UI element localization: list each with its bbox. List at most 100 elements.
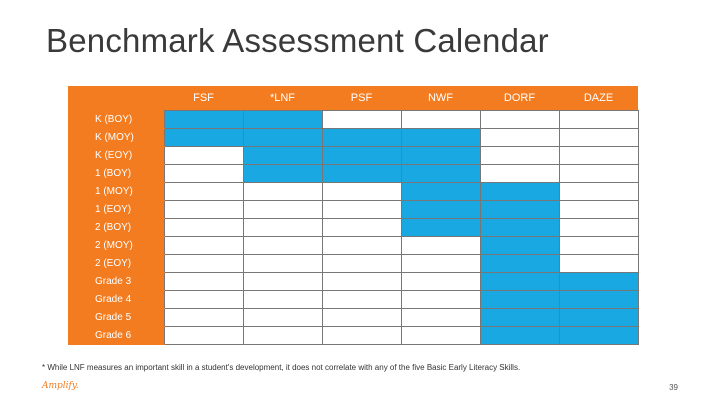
assessment-cell-empty bbox=[400, 272, 481, 291]
assessment-cell-active bbox=[242, 110, 323, 129]
assessment-cell-active bbox=[163, 110, 244, 129]
table-row: 2 (MOY) bbox=[68, 236, 639, 255]
assessment-cell-empty bbox=[321, 290, 402, 309]
assessment-cell-active bbox=[479, 236, 560, 255]
assessment-cell-empty bbox=[400, 326, 481, 345]
assessment-cell-empty bbox=[558, 236, 639, 255]
assessment-cell-empty bbox=[242, 200, 323, 219]
assessment-cell-empty bbox=[242, 182, 323, 201]
assessment-cell-active bbox=[479, 254, 560, 273]
assessment-cell-empty bbox=[242, 308, 323, 327]
column-header: DAZE bbox=[559, 86, 638, 111]
column-header: FSF bbox=[164, 86, 243, 111]
assessment-cell-active bbox=[479, 290, 560, 309]
assessment-cell-active bbox=[242, 146, 323, 165]
row-label: 1 (BOY) bbox=[68, 164, 165, 183]
assessment-cell-empty bbox=[400, 290, 481, 309]
assessment-cell-empty bbox=[558, 200, 639, 219]
assessment-cell-active bbox=[163, 128, 244, 147]
row-label: K (EOY) bbox=[68, 146, 165, 165]
table-row: K (EOY) bbox=[68, 146, 639, 165]
assessment-cell-active bbox=[400, 146, 481, 165]
assessment-cell-empty bbox=[242, 218, 323, 237]
assessment-cell-empty bbox=[558, 146, 639, 165]
column-header: NWF bbox=[401, 86, 480, 111]
row-label: 2 (BOY) bbox=[68, 218, 165, 237]
assessment-cell-active bbox=[558, 308, 639, 327]
assessment-cell-empty bbox=[163, 272, 244, 291]
assessment-cell-active bbox=[242, 164, 323, 183]
assessment-cell-active bbox=[400, 200, 481, 219]
assessment-cell-active bbox=[242, 128, 323, 147]
assessment-cell-empty bbox=[242, 272, 323, 291]
assessment-cell-empty bbox=[400, 236, 481, 255]
row-label: Grade 5 bbox=[68, 308, 165, 327]
row-label: K (BOY) bbox=[68, 110, 165, 129]
assessment-cell-empty bbox=[242, 254, 323, 273]
row-label: Grade 3 bbox=[68, 272, 165, 291]
table-row: K (BOY) bbox=[68, 110, 639, 129]
table-row: K (MOY) bbox=[68, 128, 639, 147]
table-row: 1 (BOY) bbox=[68, 164, 639, 183]
row-label: Grade 6 bbox=[68, 326, 165, 345]
table-body: K (BOY) K (MOY) K (EOY) 1 (BOY) 1 (MOY) 1 (EO… bbox=[68, 110, 639, 345]
assessment-cell-empty bbox=[558, 110, 639, 129]
benchmark-calendar-table: FSF *LNF PSF NWF DORF DAZE K (BOY) K (MOY) K (E… bbox=[68, 86, 639, 345]
column-header: DORF bbox=[480, 86, 559, 111]
assessment-cell-empty bbox=[479, 110, 560, 129]
table-row: 1 (MOY) bbox=[68, 182, 639, 201]
assessment-cell-empty bbox=[558, 254, 639, 273]
assessment-cell-empty bbox=[400, 110, 481, 129]
assessment-cell-empty bbox=[321, 200, 402, 219]
assessment-cell-empty bbox=[163, 182, 244, 201]
table-row: 2 (EOY) bbox=[68, 254, 639, 273]
assessment-cell-active bbox=[479, 308, 560, 327]
assessment-cell-empty bbox=[163, 164, 244, 183]
table-row: Grade 5 bbox=[68, 308, 639, 327]
assessment-cell-empty bbox=[163, 254, 244, 273]
row-label: 1 (MOY) bbox=[68, 182, 165, 201]
assessment-cell-empty bbox=[163, 200, 244, 219]
row-label: 2 (EOY) bbox=[68, 254, 165, 273]
footnote: * While LNF measures an important skill … bbox=[42, 363, 521, 372]
assessment-cell-empty bbox=[163, 308, 244, 327]
table-row: Grade 4 bbox=[68, 290, 639, 309]
assessment-cell-active bbox=[400, 218, 481, 237]
assessment-cell-active bbox=[479, 200, 560, 219]
row-label: Grade 4 bbox=[68, 290, 165, 309]
assessment-cell-empty bbox=[321, 182, 402, 201]
assessment-cell-empty bbox=[163, 326, 244, 345]
page-title: Benchmark Assessment Calendar bbox=[46, 22, 549, 59]
assessment-cell-empty bbox=[558, 218, 639, 237]
assessment-cell-empty bbox=[163, 236, 244, 255]
assessment-cell-empty bbox=[558, 128, 639, 147]
assessment-cell-empty bbox=[321, 110, 402, 129]
assessment-cell-empty bbox=[242, 236, 323, 255]
assessment-cell-empty bbox=[400, 308, 481, 327]
column-header: *LNF bbox=[243, 86, 322, 111]
assessment-cell-active bbox=[321, 146, 402, 165]
assessment-cell-empty bbox=[321, 218, 402, 237]
row-label: K (MOY) bbox=[68, 128, 165, 147]
table-row: 2 (BOY) bbox=[68, 218, 639, 237]
assessment-cell-empty bbox=[163, 146, 244, 165]
assessment-cell-active bbox=[479, 272, 560, 291]
assessment-cell-empty bbox=[400, 254, 481, 273]
assessment-cell-active bbox=[400, 182, 481, 201]
assessment-cell-empty bbox=[242, 326, 323, 345]
header-corner-cell bbox=[68, 86, 164, 111]
assessment-cell-empty bbox=[321, 272, 402, 291]
assessment-cell-empty bbox=[479, 164, 560, 183]
table-row: Grade 3 bbox=[68, 272, 639, 291]
assessment-cell-empty bbox=[321, 236, 402, 255]
table-row: Grade 6 bbox=[68, 326, 639, 345]
row-label: 1 (EOY) bbox=[68, 200, 165, 219]
assessment-cell-active bbox=[558, 326, 639, 345]
assessment-cell-empty bbox=[558, 164, 639, 183]
assessment-cell-active bbox=[479, 218, 560, 237]
assessment-cell-active bbox=[558, 290, 639, 309]
row-label: 2 (MOY) bbox=[68, 236, 165, 255]
table-row: 1 (EOY) bbox=[68, 200, 639, 219]
page-number: 39 bbox=[669, 383, 678, 392]
assessment-cell-empty bbox=[479, 146, 560, 165]
